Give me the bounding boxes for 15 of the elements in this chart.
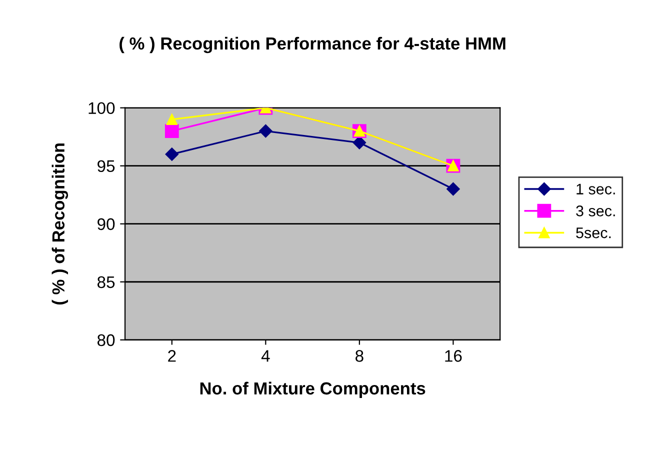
y-axis-title: ( % ) of Recognition	[52, 143, 68, 304]
y-tick-label: 95	[98, 160, 115, 172]
x-tick-label: 2	[168, 350, 176, 362]
y-tick-label: 80	[97, 334, 115, 346]
legend-label: 1 sec.	[576, 184, 615, 194]
y-tick-label: 85	[97, 276, 115, 288]
legend-label: 5sec.	[576, 228, 611, 238]
y-tick-label: 90	[98, 218, 115, 230]
y-tick-label: 100	[88, 102, 115, 114]
chart-title: ( % ) Recognition Performance for 4-state HMM	[120, 36, 506, 54]
x-tick-label: 8	[356, 350, 364, 362]
legend-label: 3 sec.	[576, 206, 615, 216]
x-tick-label: 4	[261, 350, 270, 362]
x-axis-title: No. of Mixture Components	[200, 382, 426, 398]
x-tick-label: 16	[445, 350, 462, 362]
